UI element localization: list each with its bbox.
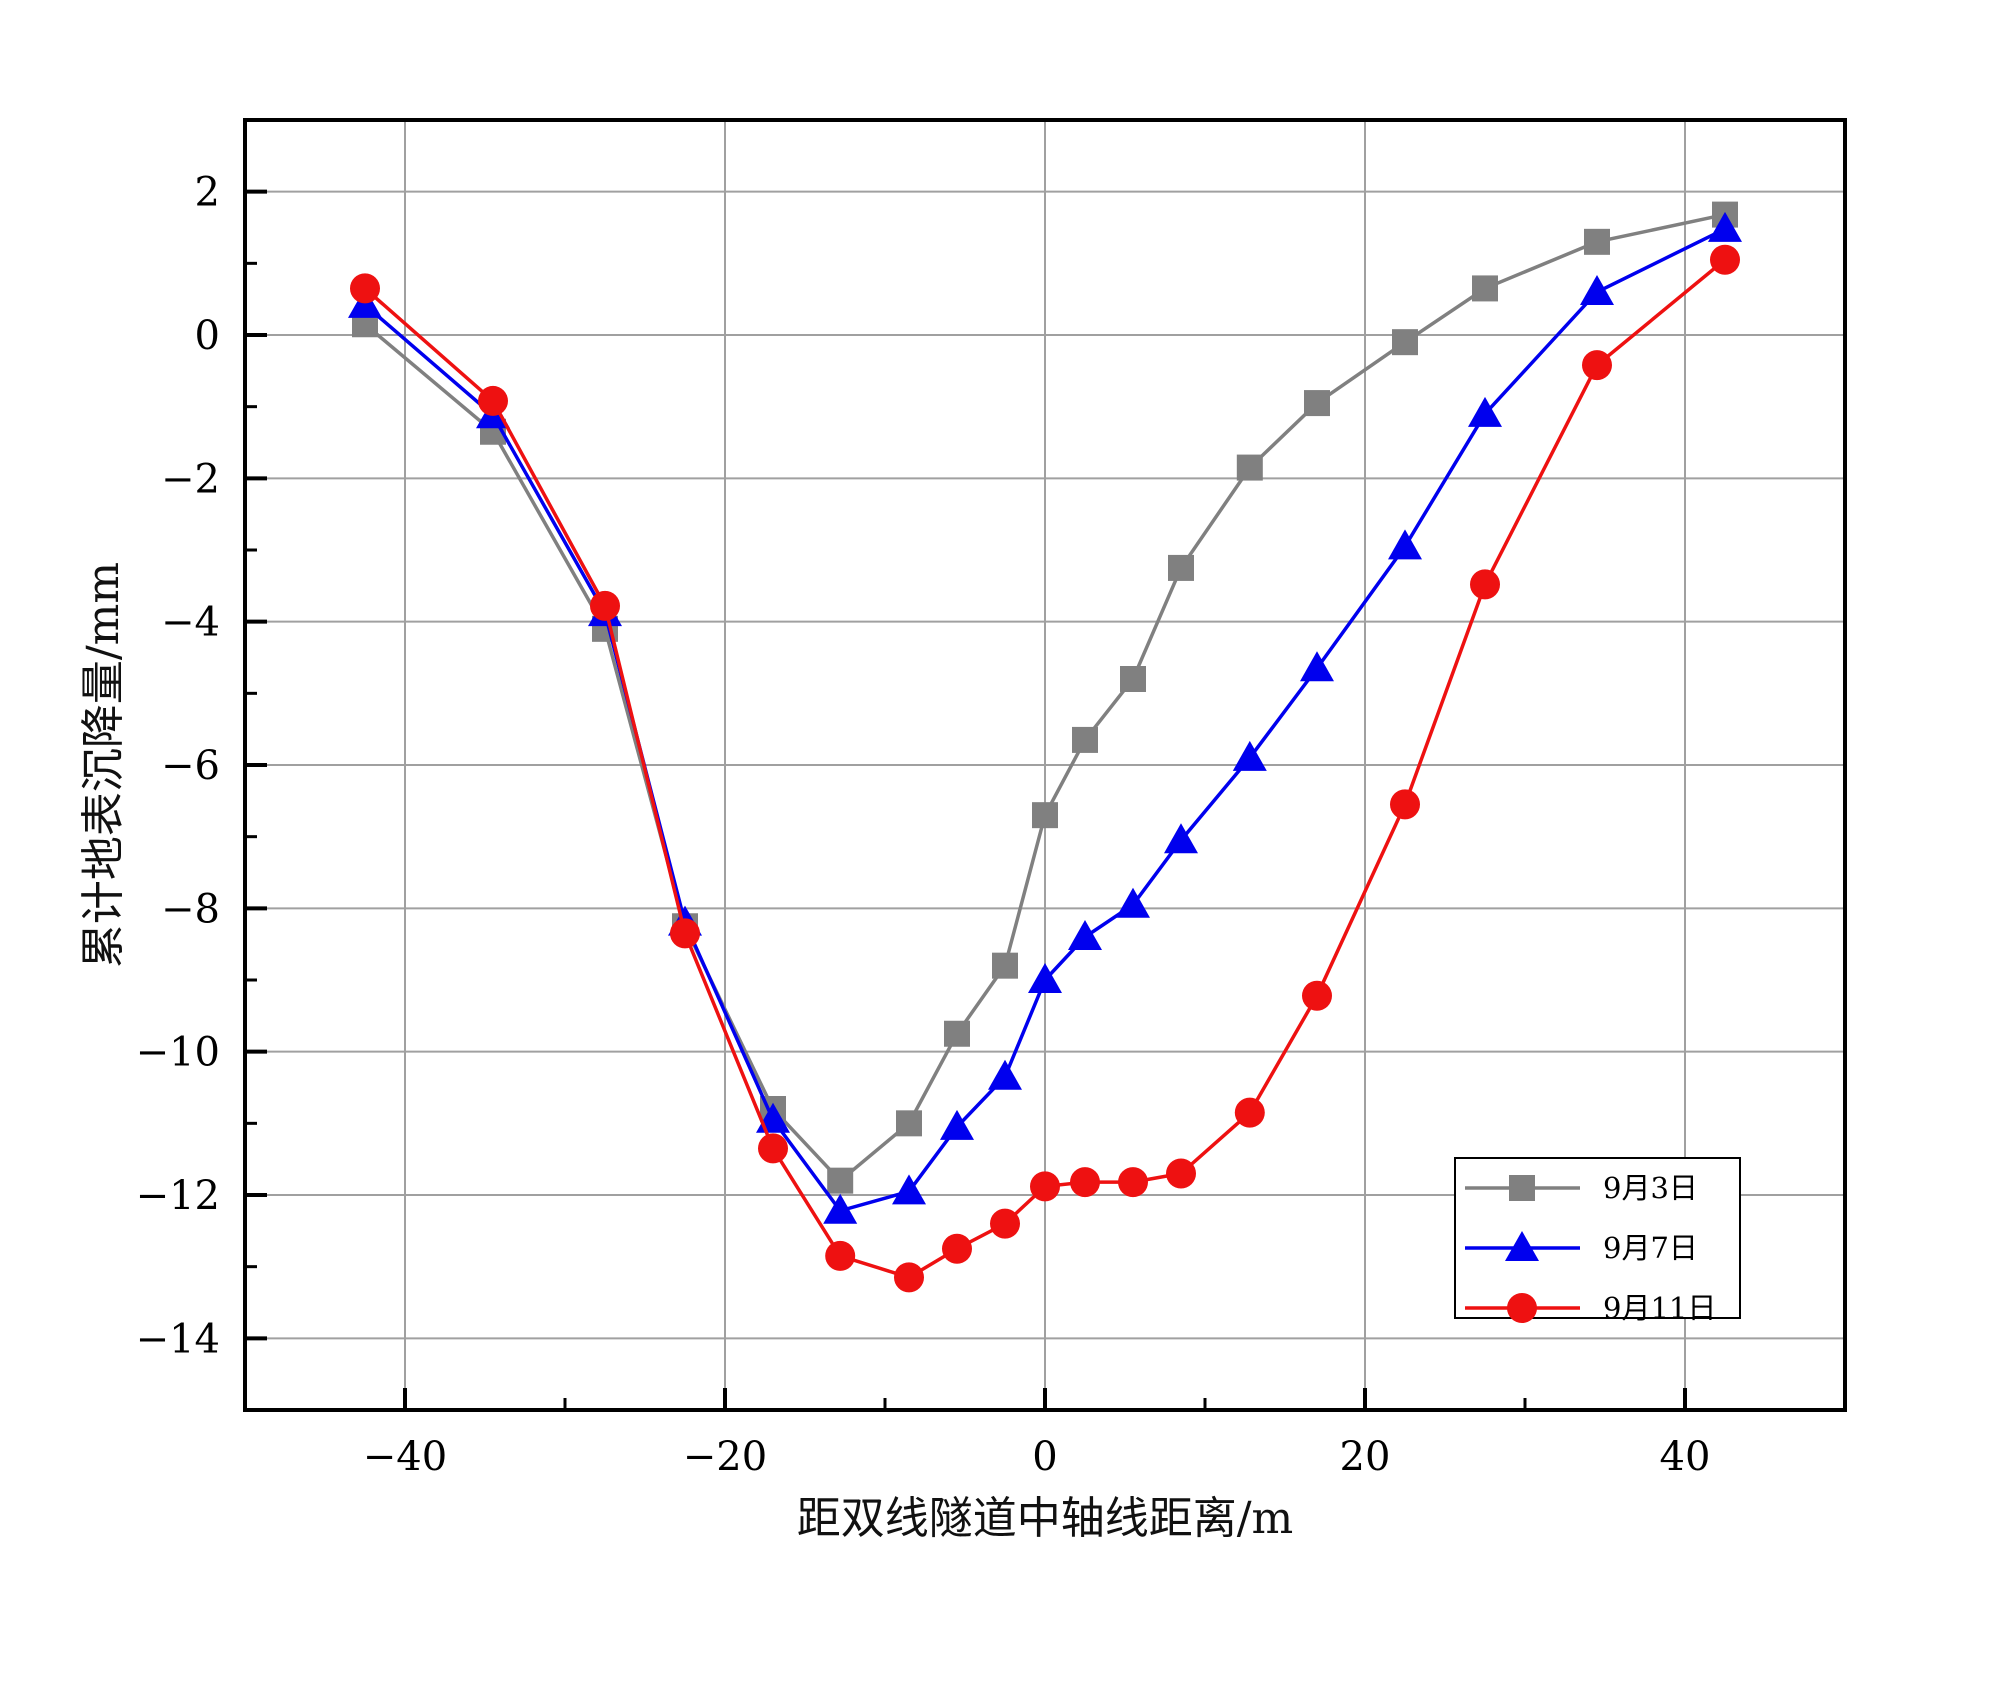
data-point — [1470, 569, 1500, 600]
data-point — [1032, 802, 1058, 829]
data-point — [1030, 1171, 1060, 1202]
legend-box — [1454, 1157, 1741, 1319]
data-point — [1236, 454, 1263, 481]
data-point — [1584, 228, 1610, 255]
data-point — [1116, 887, 1150, 918]
data-point — [892, 1174, 926, 1205]
series-circle — [350, 244, 1740, 1293]
y-tick-label: −12 — [136, 1173, 220, 1219]
data-point — [1300, 651, 1334, 682]
legend-marker — [1509, 1175, 1535, 1201]
legend: 9月3日 9月7日 9月11日 — [1454, 1157, 1741, 1325]
data-point — [1028, 963, 1062, 993]
y-tick-label: −6 — [161, 743, 220, 789]
y-tick-label: −4 — [161, 600, 220, 646]
data-point — [478, 385, 508, 416]
x-tick-label: −20 — [683, 1434, 767, 1480]
data-point — [894, 1262, 924, 1293]
data-point — [988, 1059, 1022, 1090]
legend-marker — [1507, 1293, 1537, 1323]
data-point — [1472, 275, 1498, 302]
series-layer — [348, 201, 1742, 1293]
data-point — [1072, 726, 1098, 753]
data-point — [1388, 529, 1422, 560]
x-axis-title: 距双线隧道中轴线距离/m — [797, 1493, 1294, 1544]
data-point — [590, 590, 620, 621]
data-point — [1164, 823, 1198, 854]
data-point — [670, 918, 700, 949]
data-point — [1232, 740, 1267, 771]
data-point — [1070, 1167, 1100, 1198]
y-axis-title: 累计地表沉降量/mm — [78, 562, 129, 968]
data-point — [1302, 980, 1332, 1011]
legend-item: 9月3日 — [1465, 1171, 1698, 1205]
data-point — [1118, 1167, 1148, 1198]
y-tick-label: −14 — [136, 1316, 220, 1362]
data-point — [942, 1233, 972, 1264]
legend-item: 9月11日 — [1465, 1291, 1716, 1325]
x-tick-label: 40 — [1660, 1434, 1711, 1480]
legend-label: 9月7日 — [1603, 1231, 1698, 1265]
data-point — [1390, 789, 1420, 820]
data-point — [1582, 350, 1612, 381]
x-tick-label: 20 — [1340, 1434, 1391, 1480]
y-tick-label: −10 — [136, 1030, 220, 1076]
data-point — [1166, 1158, 1196, 1189]
x-tick-label: 0 — [1032, 1434, 1057, 1480]
y-tick-label: −8 — [161, 886, 220, 932]
data-point — [350, 273, 380, 304]
data-point — [825, 1240, 856, 1271]
data-point — [896, 1110, 922, 1137]
legend-label: 9月11日 — [1603, 1291, 1716, 1325]
data-point — [823, 1193, 858, 1224]
legend-item: 9月7日 — [1465, 1231, 1698, 1265]
data-point — [1304, 390, 1330, 417]
data-point — [1580, 275, 1614, 305]
x-tick-label: −40 — [363, 1434, 447, 1480]
data-point — [1234, 1097, 1265, 1128]
data-point — [1120, 666, 1146, 692]
data-point — [1710, 244, 1740, 275]
data-point — [944, 1020, 970, 1047]
data-point — [940, 1109, 974, 1140]
data-point — [1168, 554, 1194, 581]
data-point — [827, 1167, 854, 1194]
legend-label: 9月3日 — [1603, 1171, 1698, 1205]
legend-marker — [1505, 1231, 1539, 1261]
data-point — [992, 952, 1018, 979]
y-tick-label: 0 — [195, 313, 220, 359]
data-point — [758, 1133, 788, 1164]
y-tick-label: −2 — [161, 456, 220, 502]
y-tick-label: 2 — [195, 170, 220, 216]
data-point — [1468, 396, 1502, 427]
data-point — [990, 1208, 1020, 1239]
ticks — [245, 189, 1687, 1410]
data-point — [1708, 211, 1742, 242]
data-point — [1392, 329, 1418, 356]
data-point — [1068, 920, 1102, 950]
